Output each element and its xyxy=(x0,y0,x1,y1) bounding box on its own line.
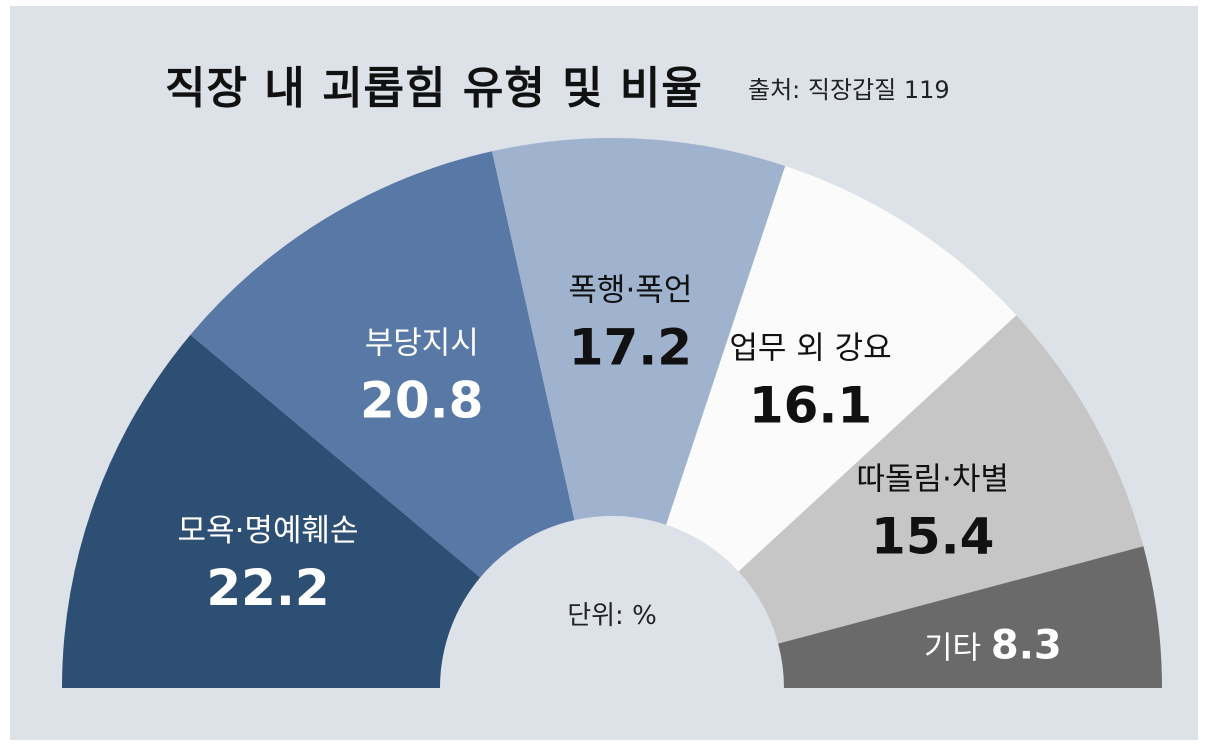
chart-labels: 모욕·명예훼손 22.2 부당지시 20.8 폭행·폭언 17.2 업무 외 강요 16.1 따… xyxy=(178,272,1062,668)
segment-2-label: 부당지시 xyxy=(365,325,479,361)
unit-label: 단위: % xyxy=(567,601,657,631)
chart-title: 직장 내 괴롭힘 유형 및 비율 xyxy=(165,63,703,114)
segment-1 xyxy=(62,334,481,688)
segment-4 xyxy=(666,165,1017,572)
segment-5-label: 따돌림·차별 xyxy=(856,462,1008,498)
segment-3-label: 폭행·폭언 xyxy=(568,272,692,308)
segment-3-value: 17.2 xyxy=(569,318,692,376)
segment-5-value: 15.4 xyxy=(871,508,994,566)
chart-source: 출처: 직장갑질 119 xyxy=(748,76,950,104)
segment-1-label: 모욕·명예훼손 xyxy=(178,513,359,549)
segment-2-value: 20.8 xyxy=(360,371,483,429)
segment-4-label: 업무 외 강요 xyxy=(729,331,891,367)
segment-5 xyxy=(738,315,1144,644)
chart-segments xyxy=(62,137,1162,688)
segment-1-value: 22.2 xyxy=(206,559,329,617)
segment-6 xyxy=(778,546,1162,688)
segment-2 xyxy=(190,151,575,578)
segment-4-value: 16.1 xyxy=(749,377,872,435)
segment-3 xyxy=(492,137,786,525)
segment-6-label: 기타 8.3 xyxy=(924,622,1062,668)
